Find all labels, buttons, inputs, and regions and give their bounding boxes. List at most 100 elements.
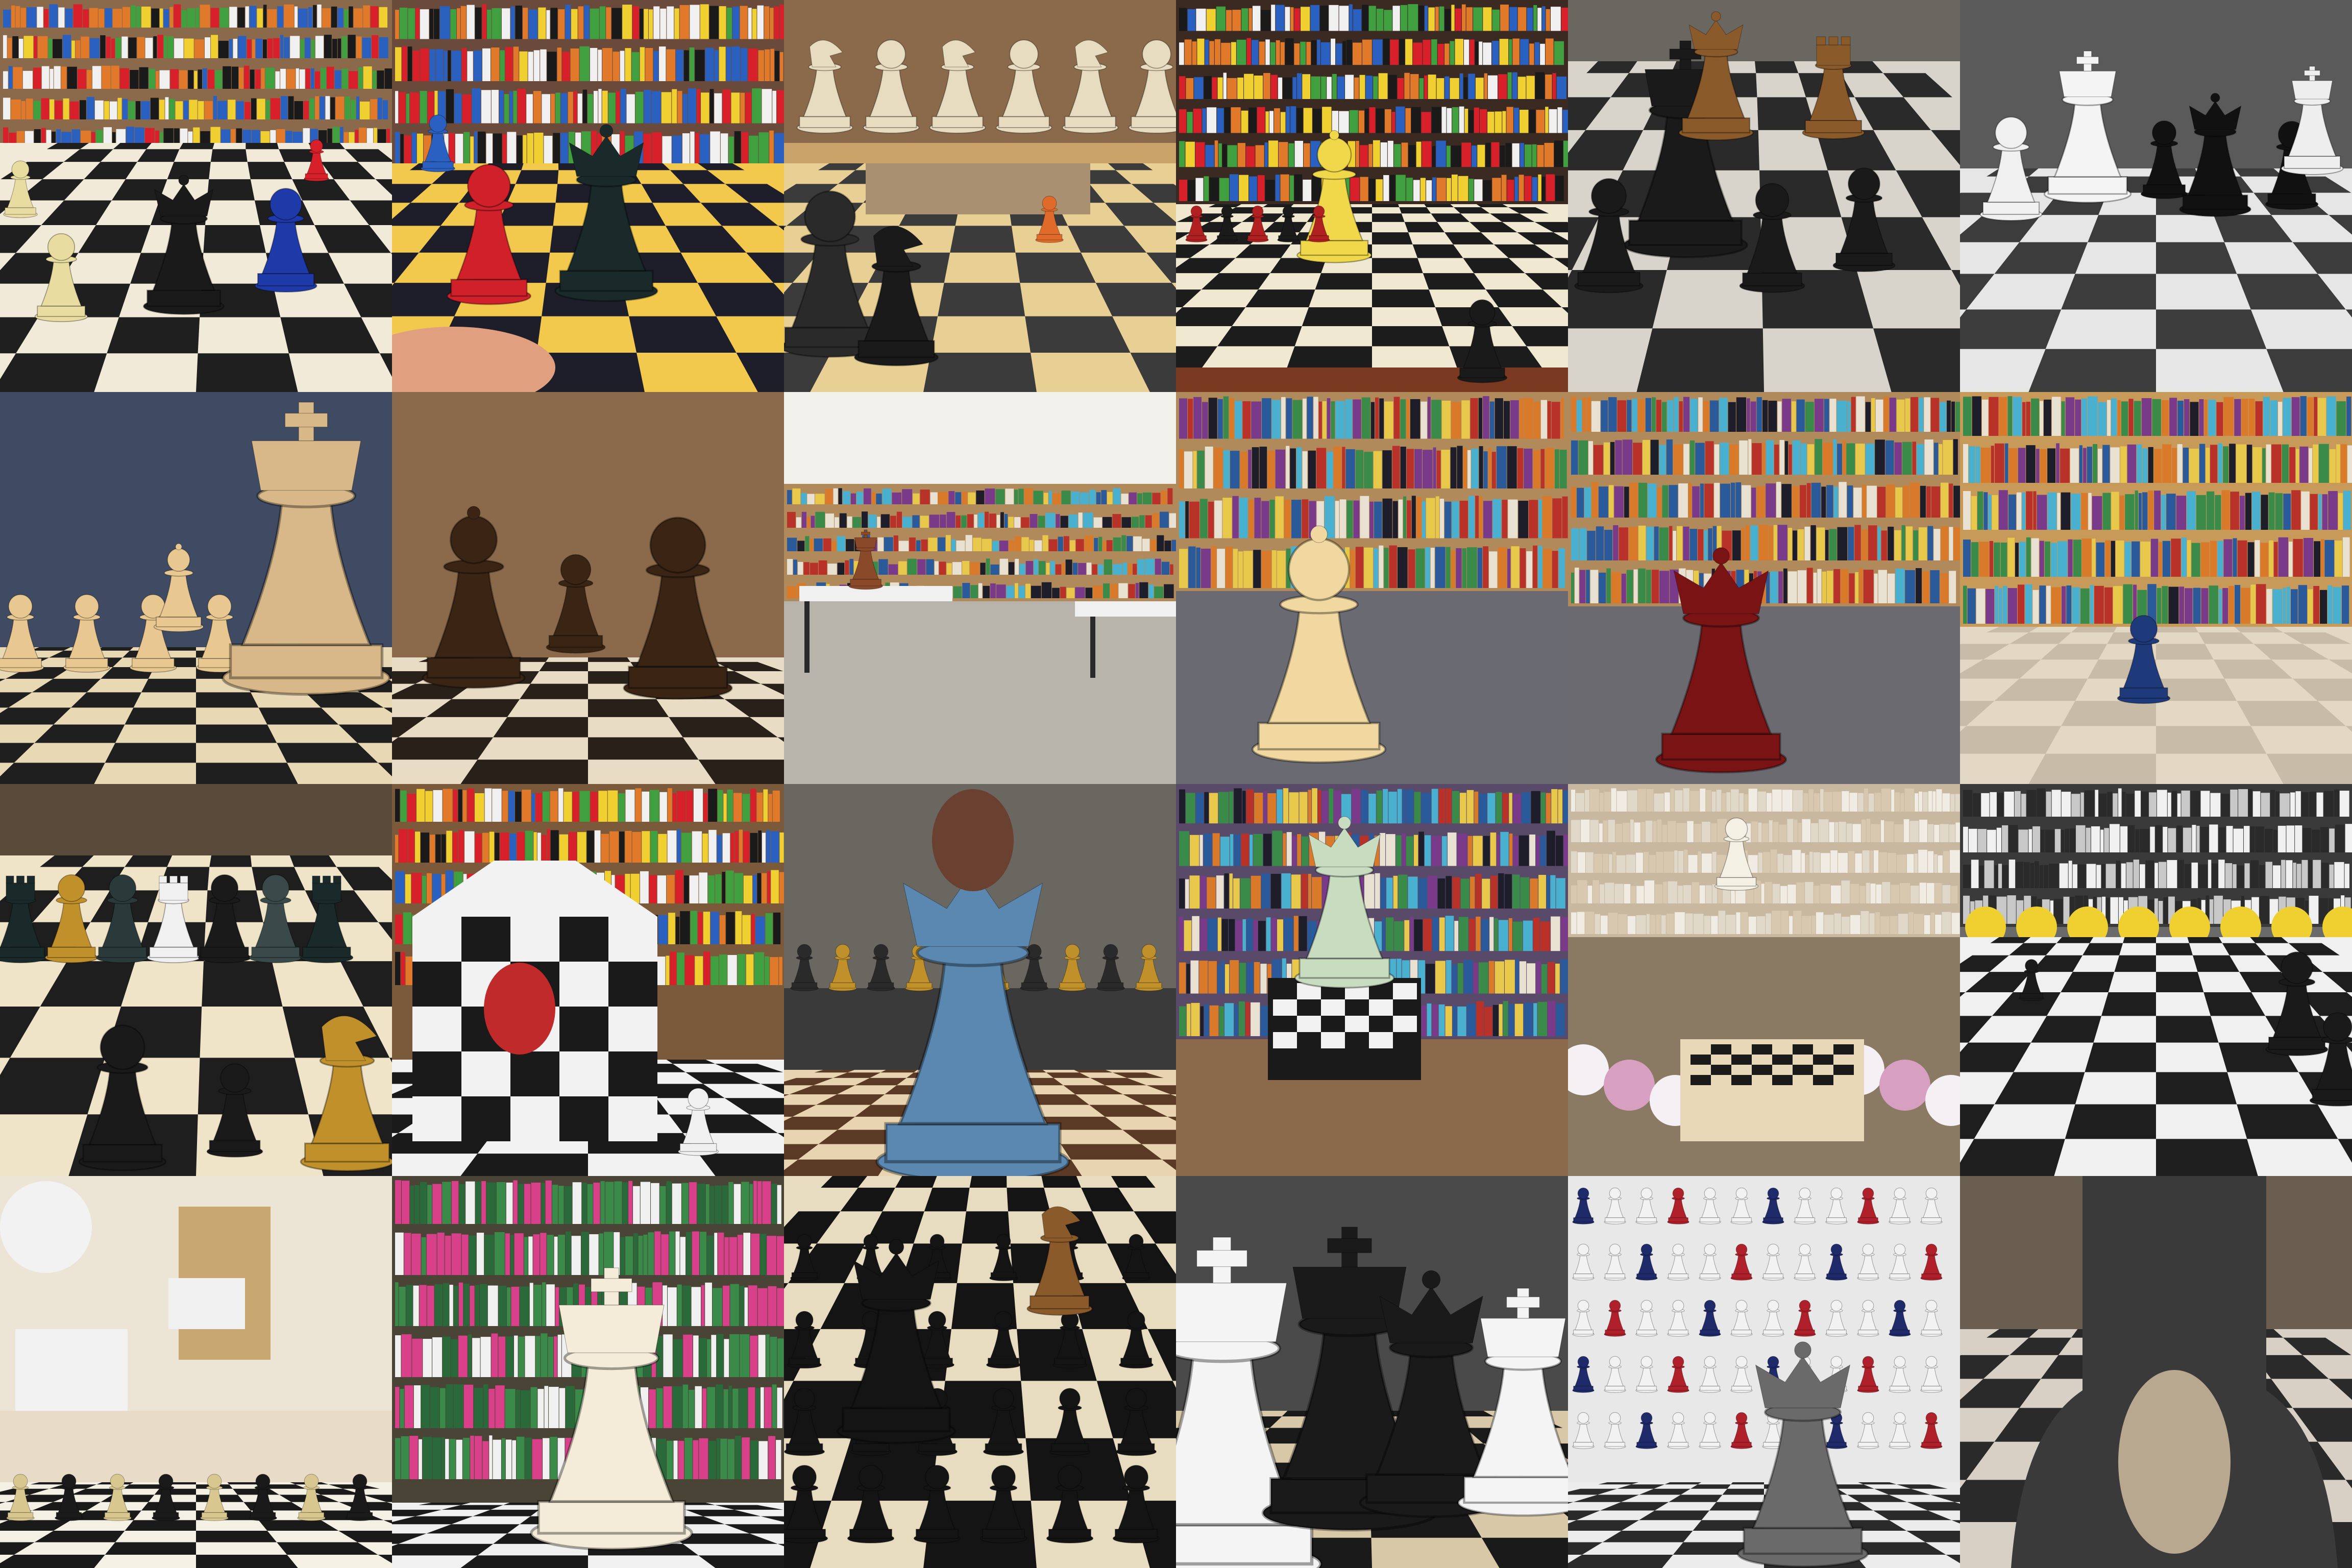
bookshelf [784, 484, 1176, 601]
chess-piece-pawn [1116, 1388, 1157, 1456]
chess-piece-pawn [983, 1388, 1024, 1456]
bookshelf [1176, 392, 1568, 591]
photo-tile-toy-store-pedestal-queen [1176, 784, 1568, 1176]
chess-piece-pawn [790, 1234, 819, 1281]
photo-image [0, 1176, 392, 1568]
photo-image [1960, 1176, 2352, 1568]
photo-image [1568, 1176, 1960, 1568]
photo-tile-library-reading-room [784, 392, 1176, 784]
chess-piece-pawn [1762, 1300, 1784, 1337]
chess-piece-pawn [546, 554, 606, 654]
bookshelf [392, 0, 784, 168]
chess-piece-pawn [1889, 1243, 1911, 1281]
photo-image [392, 784, 784, 1176]
chessboard [1176, 204, 1568, 368]
photo-tile-library-cream-bishop [1176, 392, 1568, 784]
chess-piece-pawn [1730, 1187, 1753, 1224]
chess-piece-pawn [1920, 1300, 1943, 1337]
photo-image [392, 392, 784, 784]
chess-piece-king [530, 1267, 693, 1551]
photo-tile-monochrome-pieces [1960, 0, 2352, 392]
chess-piece-pawn [2309, 1012, 2352, 1107]
photo-image [784, 0, 1176, 392]
chess-piece-king [1176, 1237, 1322, 1568]
chess-piece-pawn [129, 594, 177, 673]
chess-piece-pawn [1699, 1243, 1721, 1281]
chess-piece-pawn [152, 1474, 180, 1521]
chess-piece-knight [1026, 1206, 1093, 1316]
chess-piece-pawn [1739, 183, 1805, 293]
chess-piece-pawn [206, 1063, 263, 1158]
chess-piece-queen [837, 1239, 956, 1444]
chess-piece-pawn [1277, 205, 1300, 242]
chessboard [1960, 627, 2352, 784]
photo-image [1960, 0, 2352, 392]
chess-piece-pawn [1112, 1465, 1160, 1544]
chess-piece-pawn [1794, 1300, 1816, 1337]
photo-image [0, 784, 392, 1176]
chess-piece-pawn [1889, 1300, 1911, 1337]
chess-piece-pawn [1457, 299, 1508, 383]
chess-piece-pawn [1119, 1311, 1154, 1369]
photo-tile-metal-piece-closeup [1960, 1176, 2352, 1568]
chess-piece-pawn [1308, 205, 1330, 242]
chess-piece-pawn [1699, 1356, 1721, 1393]
chess-piece-pawn [1857, 1300, 1879, 1337]
chess-piece-pawn [249, 874, 303, 964]
chess-piece-king [1457, 1288, 1568, 1517]
vase [15, 1329, 128, 1411]
carpet [784, 601, 1176, 784]
chess-piece-queen [1294, 816, 1395, 989]
chess-piece-pawn [200, 1474, 229, 1521]
chess-piece-pawn [103, 1474, 132, 1521]
chess-piece-pawn [1825, 1187, 1848, 1224]
chess-piece-pawn [1604, 1356, 1626, 1393]
chess-piece-pawn [784, 190, 880, 358]
chess-piece-pawn [1185, 205, 1208, 242]
photo-tile-toy-store-chessboard [0, 0, 392, 392]
photo-tile-home-lamp-flowers [0, 1176, 392, 1568]
chess-piece-pawn [1667, 1243, 1689, 1281]
photo-tile-hall-large-pieces [784, 0, 1176, 392]
chess-piece-pawn [2117, 615, 2171, 704]
chess-piece-pawn [2140, 120, 2188, 199]
bookshelf [1960, 784, 2352, 927]
chessboard [1568, 61, 1960, 392]
chess-piece-pawn [1246, 205, 1269, 242]
flower [2322, 906, 2352, 947]
chess-piece-pawn [1889, 1412, 1911, 1449]
chess-piece-knight [929, 40, 986, 134]
chess-piece-pawn [1058, 944, 1087, 991]
chess-piece-pawn [1762, 1243, 1784, 1281]
chess-piece-pawn [1889, 1356, 1911, 1393]
photo-tile-library-red-king [1568, 392, 1960, 784]
chess-piece-pawn [1714, 817, 1759, 891]
chess-piece-pawn [1730, 1412, 1753, 1449]
chess-piece-pawn [1730, 1243, 1753, 1281]
chess-piece-rook [1802, 36, 1865, 139]
chess-piece-pawn [989, 1234, 1018, 1281]
chess-piece-pawn [1635, 1243, 1658, 1281]
table [1075, 601, 1176, 617]
chess-piece-queen [1678, 11, 1754, 141]
chess-piece-pawn [1667, 1300, 1689, 1337]
photo-image [0, 0, 392, 392]
chess-piece-pawn [1572, 1412, 1595, 1449]
chess-piece-pawn [863, 39, 920, 134]
chess-piece-knight [853, 226, 939, 366]
chess-piece-pawn [1920, 1243, 1943, 1281]
flower [1879, 1060, 1930, 1111]
pedestal [1268, 978, 1421, 1080]
chess-piece-pawn [1825, 1412, 1848, 1449]
chess-piece-pawn [1762, 1187, 1784, 1224]
chess-piece-pawn [55, 1474, 83, 1521]
photo-image [0, 392, 392, 784]
chess-piece-pawn [1052, 1311, 1087, 1369]
photo-image [1176, 784, 1568, 1176]
chess-piece-pawn [1794, 1187, 1816, 1224]
chessboard [0, 1482, 392, 1568]
photo-tile-blurred-board-dark-pieces [1568, 0, 1960, 392]
chess-piece-pawn [1979, 116, 2043, 221]
chess-piece-bishop [1251, 525, 1387, 764]
chess-piece-pawn [1572, 1187, 1595, 1224]
